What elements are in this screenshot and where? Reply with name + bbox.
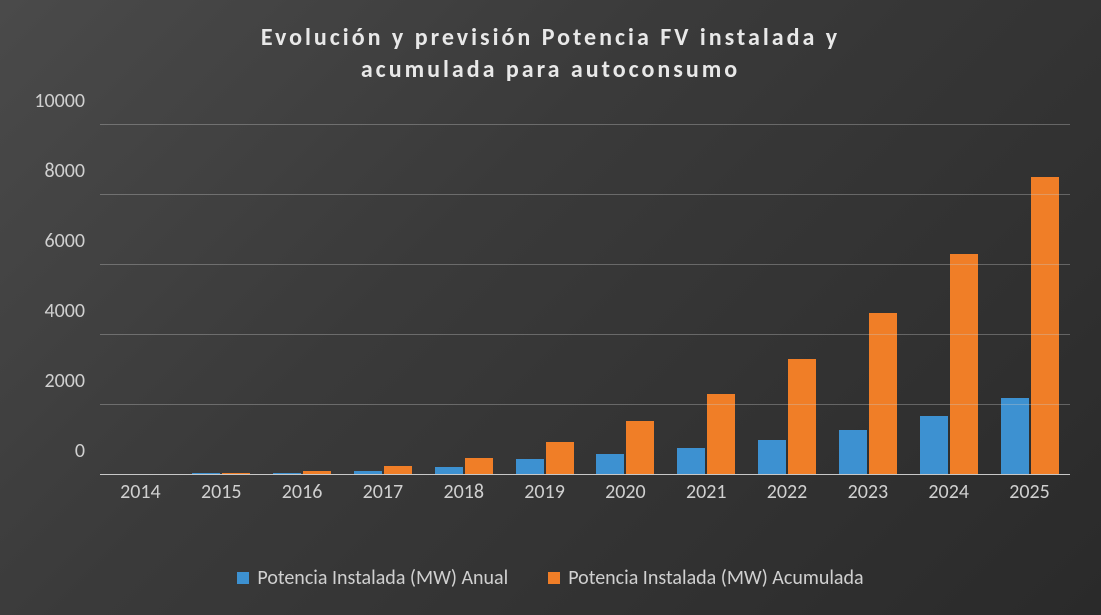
gridline (100, 334, 1070, 335)
gridline (100, 264, 1070, 265)
bar (626, 421, 654, 475)
x-tick-label: 2018 (423, 480, 504, 504)
bar-group (908, 125, 989, 475)
x-tick-label: 2022 (747, 480, 828, 504)
bar-group (100, 125, 181, 475)
legend-swatch (237, 572, 249, 584)
legend-item: Potencia Instalada (MW) Anual (237, 566, 508, 590)
bar-group (423, 125, 504, 475)
x-tick-label: 2023 (827, 480, 908, 504)
legend: Potencia Instalada (MW) Anual Potencia In… (0, 566, 1101, 590)
bar (596, 454, 624, 475)
bar (1031, 177, 1059, 475)
bar-group (989, 125, 1070, 475)
plot-area (100, 125, 1070, 475)
x-tick-label: 2020 (585, 480, 666, 504)
gridline (100, 124, 1070, 125)
bar (920, 416, 948, 476)
x-tick-label: 2017 (342, 480, 423, 504)
x-tick-label: 2025 (989, 480, 1070, 504)
bar-group (666, 125, 747, 475)
x-tick-label: 2016 (262, 480, 343, 504)
y-tick-label: 6000 (0, 229, 85, 253)
bar-group (181, 125, 262, 475)
y-tick-label: 0 (0, 439, 85, 463)
bar-group (747, 125, 828, 475)
legend-label: Potencia Instalada (MW) Anual (257, 566, 508, 590)
bar (516, 459, 544, 475)
y-tick-label: 4000 (0, 299, 85, 323)
chart-title-line1: Evolución y previsión Potencia FV instal… (0, 22, 1101, 54)
bars-row (100, 125, 1070, 475)
x-tick-label: 2024 (908, 480, 989, 504)
y-tick-label: 2000 (0, 369, 85, 393)
x-tick-label: 2019 (504, 480, 585, 504)
legend-item: Potencia Instalada (MW) Acumulada (548, 566, 863, 590)
x-tick-label: 2015 (181, 480, 262, 504)
gridline (100, 404, 1070, 405)
bar (869, 313, 897, 475)
legend-swatch (548, 572, 560, 584)
bar (707, 394, 735, 475)
chart-title: Evolución y previsión Potencia FV instal… (0, 0, 1101, 87)
y-axis: 0200040006000800010000 (0, 125, 95, 475)
bar (950, 254, 978, 475)
bar (758, 440, 786, 475)
axis-baseline (100, 474, 1070, 475)
bar-group (262, 125, 343, 475)
bar (1001, 398, 1029, 475)
gridline (100, 194, 1070, 195)
bar (788, 359, 816, 475)
bar-group (342, 125, 423, 475)
bar-group (827, 125, 908, 475)
chart-container: Evolución y previsión Potencia FV instal… (0, 0, 1101, 615)
bar (546, 442, 574, 475)
bar (839, 430, 867, 476)
legend-label: Potencia Instalada (MW) Acumulada (568, 566, 863, 590)
y-tick-label: 10000 (0, 89, 85, 113)
bar-group (585, 125, 666, 475)
y-tick-label: 8000 (0, 159, 85, 183)
x-tick-label: 2014 (100, 480, 181, 504)
x-axis: 2014201520162017201820192020202120222023… (100, 480, 1070, 504)
bar-group (504, 125, 585, 475)
chart-title-line2: acumulada para autoconsumo (0, 54, 1101, 86)
x-tick-label: 2021 (666, 480, 747, 504)
bar (677, 448, 705, 475)
bar (465, 458, 493, 475)
